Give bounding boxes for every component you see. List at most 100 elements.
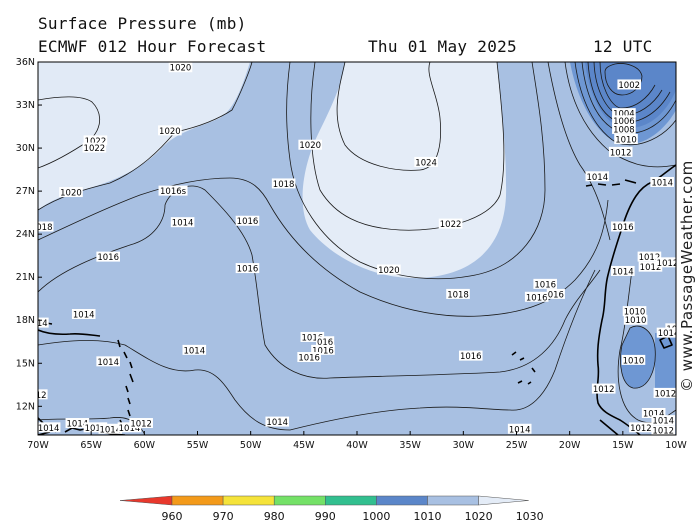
isobar-label-bg: [608, 146, 633, 157]
isobar-label: 1018: [273, 180, 295, 190]
isobar-label: 1020: [60, 189, 82, 199]
isobar-label: 1014: [97, 358, 119, 368]
isobar-label-bg: [621, 354, 646, 365]
isobar-label: 1014: [266, 418, 288, 428]
isobar-label: 018: [36, 223, 52, 233]
isobar-label-bg: [524, 291, 549, 302]
isobar-label: 1004: [613, 110, 635, 120]
isobar-label: 1012: [639, 253, 661, 263]
isobar-label-bg: [612, 123, 636, 134]
isobar-label-bg: [414, 156, 438, 167]
lat-tick-label: 18N: [16, 315, 35, 326]
isobar-label: 1014: [73, 310, 95, 320]
isobar-label: 12: [36, 391, 47, 401]
isobar-label: 1022: [84, 144, 106, 154]
isobar-label-bg: [265, 416, 290, 427]
isobar-1022-center: [310, 62, 505, 231]
isobar-label-bg: [38, 317, 49, 328]
isobar-1014-ne: [564, 62, 676, 168]
isobar-label: 1002: [618, 81, 640, 91]
isobar-label-bg: [612, 115, 636, 126]
isobar-label-bg: [129, 418, 153, 429]
isobar-label: 1020: [299, 141, 321, 151]
isobar-label: 1016: [237, 265, 259, 275]
isobar-label-bg: [611, 221, 635, 232]
lat-tick-label: 15N: [16, 358, 35, 369]
isobar-label: 1014: [183, 346, 205, 356]
coast-islands-canary: [585, 179, 637, 187]
isobar-label-bg: [300, 331, 325, 342]
isobar-label: 1016s: [160, 187, 187, 197]
isobar-label: 1014: [119, 424, 141, 434]
lat-tick-label: 21N: [16, 272, 35, 283]
isobar-label: 1012: [655, 389, 677, 399]
lon-tick-label: 15W: [612, 440, 634, 451]
isobar-label: 1014: [509, 425, 531, 435]
isobar-label-bg: [533, 278, 558, 289]
isobar-label: 1006: [613, 117, 635, 127]
isobar-label: 1016: [302, 333, 324, 343]
isobar-label-bg: [650, 177, 674, 188]
lat-tick-label: 33N: [16, 100, 35, 111]
isobar-label-bg: [651, 415, 676, 426]
colorbar-arrow-high: [478, 495, 529, 506]
pressure-colorbar: 960 970 980 990 1000 1010 1020 1030: [119, 495, 544, 523]
isobar-1024-center: [336, 62, 441, 171]
isobar-label-bg: [585, 171, 610, 182]
lat-tick-label: 36N: [16, 57, 35, 68]
isobar-label: 1010: [623, 356, 645, 366]
isobar-label: 1016: [534, 280, 556, 290]
colorbar-label: 1010: [414, 510, 442, 523]
isobar-label-bg: [65, 418, 90, 429]
forecast-time: 12 UTC: [593, 37, 653, 56]
isobar-label: 1014: [38, 424, 60, 434]
isobar-label-bg: [158, 125, 182, 136]
credit-text: © www.PassageWeather.com: [678, 160, 696, 392]
isobar-label-bg: [612, 108, 636, 119]
field-low-tip: [655, 333, 676, 388]
isobar-label-bg: [638, 261, 663, 272]
isobar-label-bg: [83, 135, 108, 146]
isobar-label-bg: [59, 187, 83, 198]
isobar-label: 1012: [657, 259, 679, 269]
isobar-label-bg: [96, 251, 120, 262]
isobar-label-bg: [38, 389, 48, 400]
isobar-label-bg: [271, 178, 296, 189]
colorbar-segment: [171, 495, 224, 506]
isobar-label-bg: [316, 336, 335, 347]
isobar-label-bg: [98, 423, 123, 434]
isobar-label: 1010: [615, 135, 637, 145]
isobar-label-bg: [38, 221, 54, 232]
isobar-label-bg: [629, 422, 653, 433]
lat-tick-label: 12N: [16, 401, 35, 412]
colorbar-label: 1030: [516, 510, 544, 523]
lon-tick-label: 40W: [346, 440, 368, 451]
isobar-label-bg: [614, 133, 638, 144]
colorbar-segment: [325, 495, 377, 506]
colorbar-label: 980: [264, 510, 285, 523]
colorbar-segment: [222, 495, 275, 506]
isobar-1016-west: [38, 185, 601, 379]
isobar-label-bg: [38, 422, 61, 433]
field-high-west: [38, 62, 250, 210]
isobar-label: 1014: [586, 173, 608, 183]
axis-ticks: 36N 33N 30N 27N 24N 21N 18N 15N 12N 70W 65W 60W 55W 5…: [16, 57, 688, 451]
isobar-1016-north: [547, 62, 611, 241]
isobar-label-bg: [458, 350, 483, 361]
lon-tick-label: 10W: [665, 440, 687, 451]
isobar-label: 1016: [298, 354, 320, 364]
isobars: [38, 62, 676, 435]
isobar-label-bg: [297, 352, 321, 363]
isobar-label-bg: [377, 264, 401, 275]
isobar-label: 016: [548, 290, 564, 300]
lon-tick-label: 50W: [240, 440, 262, 451]
colorbar-label: 1000: [362, 510, 390, 523]
colorbar-label: 1020: [465, 510, 493, 523]
isobar-label: 1010: [624, 308, 646, 318]
lat-tick-label: 24N: [16, 229, 35, 240]
isobar-label-bg: [71, 308, 96, 319]
isobar-label-bg: [656, 327, 676, 338]
isobar-label-bg: [623, 314, 648, 325]
